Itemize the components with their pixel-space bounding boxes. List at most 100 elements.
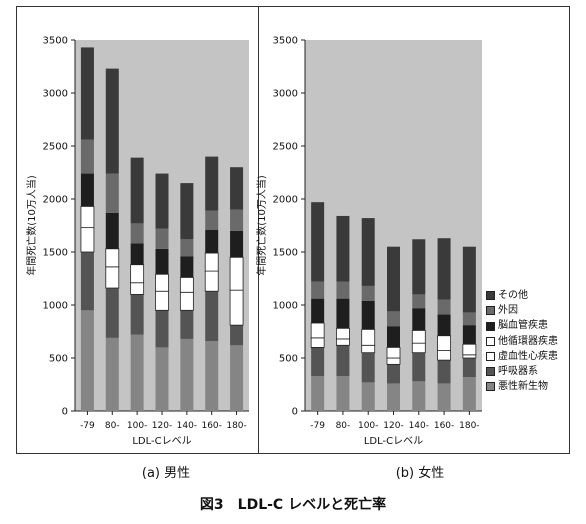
y-tick-label: 500	[279, 354, 298, 365]
bar-segment	[411, 330, 426, 344]
y-tick-label: 0	[292, 407, 298, 418]
bar-segment	[80, 310, 94, 411]
bar-segment	[387, 364, 400, 384]
bar-segment	[230, 167, 244, 210]
bar-segment	[205, 229, 219, 254]
x-axis-label: LDL-Cレベル	[132, 435, 191, 447]
bar-segment	[411, 342, 426, 354]
bar-segment	[80, 252, 94, 311]
legend-label: 虚血性心疾患	[498, 350, 558, 362]
bar-segment	[229, 256, 244, 291]
bar-segment	[361, 218, 375, 286]
bar-segment	[80, 173, 94, 207]
bar-segment	[310, 322, 325, 339]
bar-segment	[412, 294, 426, 309]
bar-segment	[179, 277, 194, 293]
bar-segment	[80, 206, 95, 229]
bar-segment	[180, 183, 194, 240]
panel-b-caption: (b) 女性	[395, 466, 445, 481]
x-tick-label: 120-	[383, 421, 403, 431]
bar-segment	[80, 139, 94, 174]
bar-segment	[155, 290, 169, 311]
legend-item: 虚血性心疾患	[486, 349, 572, 364]
bar-segment	[386, 357, 401, 365]
bar-segment	[180, 310, 194, 339]
x-tick-label: 100-	[127, 421, 147, 431]
bar-segment	[437, 360, 451, 384]
bar-segment	[105, 248, 120, 268]
panel-a-caption: (a) 男性	[141, 466, 191, 481]
figure-title: 図3 LDL-C レベルと死亡率	[199, 497, 387, 513]
bar-segment	[412, 381, 426, 411]
y-axis-label: 年間死亡数(10万人当)	[25, 175, 38, 276]
legend-item: 外因	[486, 303, 572, 318]
bar-segment	[437, 383, 451, 411]
legend-item: 悪性新生物	[486, 379, 572, 394]
bar-segment	[130, 223, 144, 244]
bar-segment	[130, 264, 145, 284]
bar-segment	[155, 310, 169, 348]
bar-segment	[180, 256, 194, 278]
bar-segment	[230, 345, 244, 411]
bar-segment	[361, 382, 375, 411]
x-tick-label: 80-	[105, 421, 120, 431]
legend-swatch	[486, 367, 495, 377]
bar-segment	[130, 243, 144, 265]
x-axis-label: LDL-Cレベル	[364, 435, 423, 447]
y-tick-label: 1500	[273, 248, 298, 259]
legend-item: 他循環器疾患	[486, 334, 572, 349]
bar-segment	[412, 308, 426, 331]
bar-segment	[336, 298, 350, 329]
legend-label: 悪性新生物	[498, 381, 548, 393]
legend-swatch	[486, 336, 495, 346]
x-tick-label: 160-	[201, 421, 221, 431]
bar-segment	[462, 354, 477, 359]
bar-segment	[130, 334, 144, 411]
bar-segment	[437, 314, 451, 336]
y-tick-label: 2500	[273, 142, 298, 153]
bar-segment	[462, 343, 477, 356]
bar-segment	[105, 266, 120, 289]
bar-segment	[462, 312, 476, 326]
bar-segment	[130, 282, 145, 295]
bar-segment	[205, 341, 219, 411]
x-tick-label: 80-	[336, 421, 351, 431]
legend-label: 外因	[498, 305, 518, 317]
bar-segment	[387, 246, 400, 312]
bar-segment	[386, 346, 401, 359]
bar-segment	[387, 383, 400, 411]
bar-segment	[437, 350, 451, 361]
x-tick-label: 120-	[152, 421, 172, 431]
x-tick-label: 180-	[226, 421, 246, 431]
bar-segment	[180, 239, 194, 257]
bar-segment	[361, 344, 376, 354]
bar-segment	[311, 281, 325, 299]
y-tick-label: 1500	[43, 248, 68, 259]
x-tick-label: 140-	[177, 421, 197, 431]
bar-segment	[336, 376, 350, 411]
bar-segment	[230, 230, 244, 258]
bar-segment	[387, 311, 400, 327]
x-tick-label: 100-	[358, 421, 378, 431]
bar-segment	[105, 337, 119, 411]
legend-label: 他循環器疾患	[498, 335, 558, 347]
y-axis-label: 年間死亡数(10万人当)	[255, 175, 268, 276]
legend-swatch	[486, 351, 495, 361]
y-tick-label: 2000	[273, 195, 298, 206]
bar-segment	[105, 212, 119, 249]
x-tick-label: -79	[310, 421, 325, 431]
bar-segment	[80, 227, 95, 253]
bar-segment	[130, 157, 144, 224]
legend-label: 脳血管疾患	[498, 320, 548, 332]
y-tick-label: 3500	[273, 36, 298, 47]
bar-segment	[105, 173, 119, 213]
legend-swatch	[486, 291, 495, 301]
legend-swatch	[486, 382, 495, 392]
legend-item: 呼吸器系	[486, 364, 572, 379]
bar-segment	[155, 248, 169, 275]
bar-segment	[205, 156, 219, 211]
bar-segment	[437, 238, 451, 300]
panel-divider	[258, 6, 259, 454]
bar-segment	[462, 377, 476, 411]
